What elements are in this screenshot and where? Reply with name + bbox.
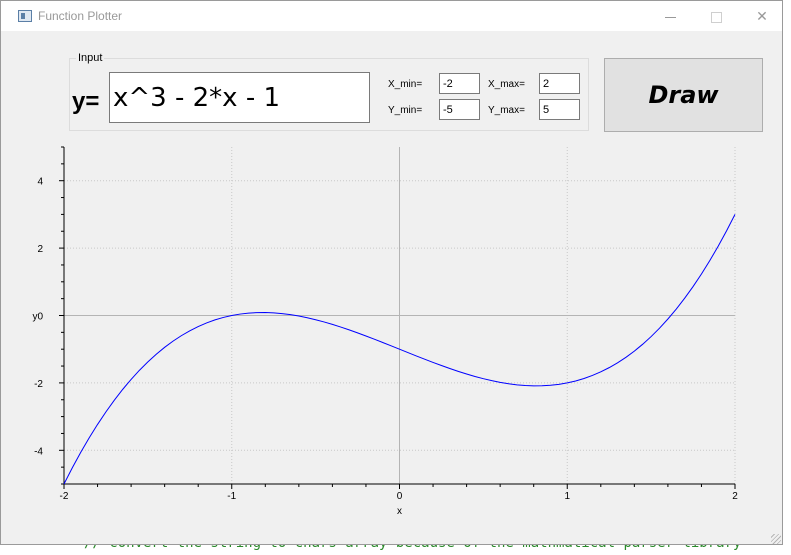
y-min-label: Y_min= — [388, 105, 423, 116]
function-curve — [63, 214, 736, 485]
x-tick-label: 2 — [732, 491, 738, 502]
function-label: y= — [72, 88, 100, 115]
maximize-icon — [710, 11, 722, 23]
close-icon: ✕ — [756, 8, 768, 24]
input-group-title: Input — [76, 52, 105, 64]
y-tick-label: 0 — [37, 312, 43, 323]
y-min-input[interactable] — [439, 99, 480, 120]
draw-button[interactable]: Draw — [604, 58, 763, 132]
y-max-input[interactable] — [539, 99, 580, 120]
minimize-button[interactable] — [647, 1, 693, 31]
minimize-icon — [664, 16, 676, 18]
resize-grip[interactable] — [771, 534, 781, 544]
y-axis-label: y — [33, 312, 38, 323]
function-input[interactable] — [109, 72, 370, 123]
y-tick-label: -4 — [34, 446, 43, 457]
window-title: Function Plotter — [38, 9, 123, 23]
x-tick-label: -2 — [60, 491, 69, 502]
x-tick-label: 0 — [397, 491, 403, 502]
maximize-button[interactable] — [693, 1, 739, 31]
function-plot: -2 -1 0 1 2 -4 -2 0 2 4 x y — [33, 146, 738, 517]
close-button[interactable]: ✕ — [739, 1, 785, 31]
plot-axes — [63, 147, 735, 485]
x-axis-label: x — [397, 506, 402, 517]
y-tick-label: -2 — [34, 379, 43, 390]
x-min-label: X_min= — [388, 79, 423, 90]
y-tick-label: 4 — [37, 177, 43, 188]
app-window-icon — [18, 10, 32, 22]
x-tick-label: 1 — [564, 491, 570, 502]
y-tick-label: 2 — [37, 244, 43, 255]
x-min-input[interactable] — [439, 73, 480, 94]
function-plotter-window: Function Plotter ✕ Input y= X_min= X_max… — [0, 0, 783, 545]
title-bar[interactable]: Function Plotter ✕ — [1, 1, 782, 31]
x-max-label: X_max= — [488, 79, 525, 90]
plot-ticks: -2 -1 0 1 2 -4 -2 0 2 4 — [34, 146, 738, 502]
y-max-label: Y_max= — [488, 105, 525, 116]
x-max-input[interactable] — [539, 73, 580, 94]
x-tick-label: -1 — [227, 491, 236, 502]
